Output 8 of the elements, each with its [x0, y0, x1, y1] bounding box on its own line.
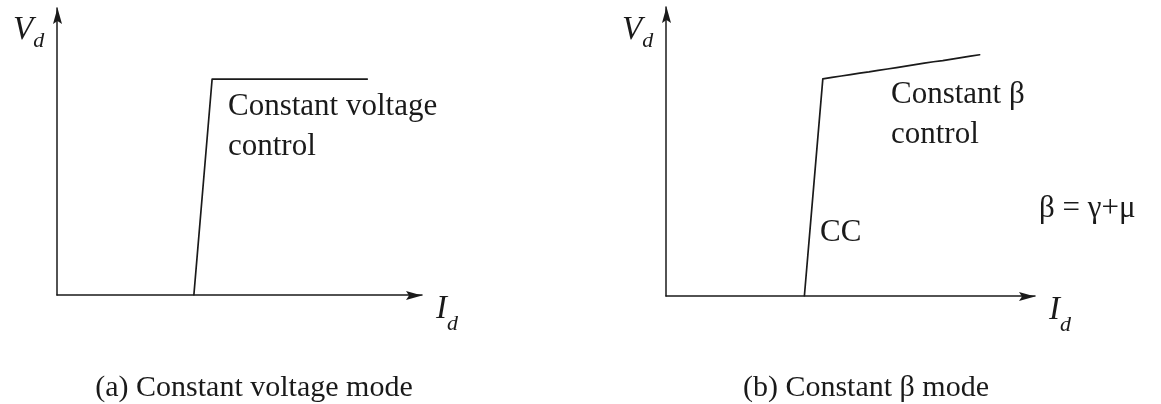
- text: (a) Constant voltage mode: [95, 368, 413, 403]
- annotation: Constant voltage control: [228, 86, 445, 162]
- annotation: Constant β control: [891, 74, 1033, 150]
- text: β = γ+μ: [1039, 188, 1136, 224]
- annotation: CC: [820, 212, 862, 248]
- text: (b) Constant β mode: [742, 368, 990, 403]
- y-axis-title: V$_{d}$: [13, 10, 45, 52]
- y-axis-title: V$_{d}$: [622, 10, 654, 52]
